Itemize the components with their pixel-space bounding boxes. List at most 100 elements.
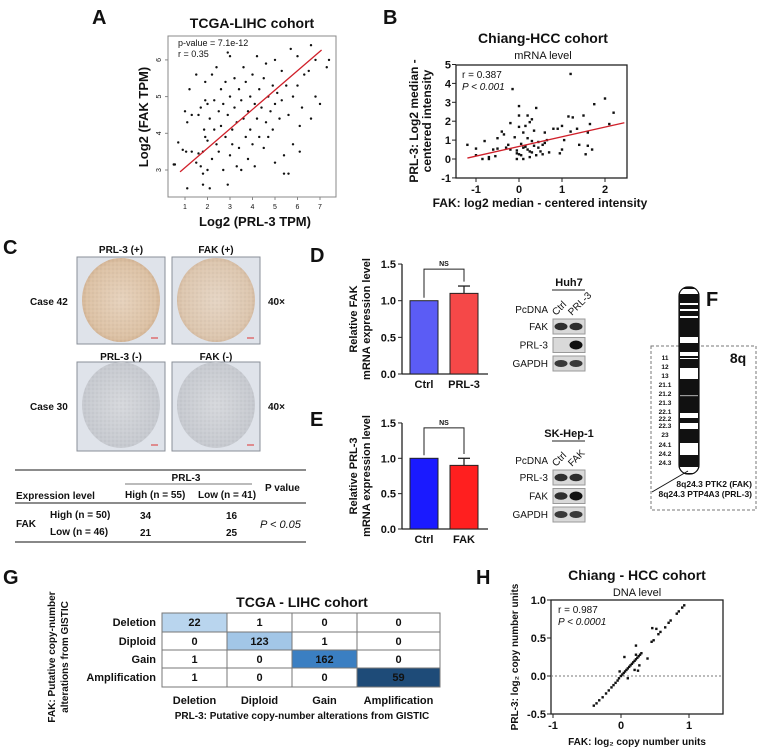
data-point [296,84,299,87]
data-point [242,66,245,69]
correlation-table: PRL-3 P value Expression level High (n =… [15,469,306,543]
data-point [532,144,536,147]
x-tick-label: 2 [602,184,608,196]
cell-value: 0 [395,636,401,648]
y-tick-label: 0 [445,154,451,166]
data-point [667,621,670,624]
band-label: 21.2 [659,391,672,398]
x-tick-label: FAK [453,534,475,546]
chart-title: TCGA-LIHC cohort [190,15,315,31]
y-tick-label: 1.0 [381,453,396,465]
data-point [224,135,227,139]
cell-value: 1 [191,672,197,684]
y-tick-label: 0.0 [531,671,546,683]
data-point [197,113,200,117]
data-point [575,127,579,130]
data-point [659,630,662,634]
data-point [526,137,529,140]
x-axis-label: PRL-3: Putative copy-number alterations … [175,711,429,722]
data-point [285,84,288,87]
data-point [652,639,655,642]
data-point [669,619,672,622]
data-point [623,655,626,659]
data-point [226,51,229,54]
data-point [541,153,544,156]
data-point [208,117,211,120]
chart-title: Chiang-HCC cohort [478,30,608,46]
data-point [634,644,638,647]
data-point [655,627,658,631]
data-point [509,121,512,125]
data-point [569,130,572,133]
row-label: Amplification [86,672,156,684]
data-point [264,62,268,65]
data-point [532,129,536,132]
blot-row-label: GAPDH [512,359,548,370]
y-axis-label-line2: alterations from GISTIC [60,601,71,713]
data-point [582,114,585,117]
chromosome-band [680,352,698,356]
data-point [255,117,259,120]
blot-band [569,511,583,518]
data-point [237,146,241,150]
row-label: Diploid [119,636,156,648]
data-point [197,152,200,155]
magnification-label: 40× [268,402,285,413]
cell-value: 1 [191,654,197,666]
band-label: 11 [662,355,669,362]
data-point [184,150,188,153]
data-point [307,69,310,73]
chart-subtitle: DNA level [613,587,661,599]
data-point [515,152,519,155]
data-point [273,58,277,62]
data-point [244,135,247,139]
data-point [601,696,604,699]
data-point [621,673,624,676]
x-tick-label: 0 [516,184,522,196]
data-point [280,69,283,73]
vector-label: PcDNA [515,456,548,467]
data-point [496,147,499,150]
table-cell: 34 [140,511,152,522]
data-point [291,143,295,146]
data-point [627,665,631,669]
data-point [314,58,317,62]
data-point [204,80,207,84]
y-axis-label-line2: centered intensity [420,69,434,172]
data-point [190,150,193,153]
data-point [535,154,538,157]
data-point [633,668,636,672]
data-point [231,143,234,146]
data-point [626,677,629,680]
data-point [593,102,596,106]
panel-b-scatter: Chiang-HCC cohort mRNA level r = 0.387 P… [407,30,648,210]
data-point [552,127,555,130]
y-tick-label: -0.5 [527,709,546,721]
y-axis-label-line1: PRL-3: Log2 median - [407,59,421,182]
data-point [487,155,491,159]
blot-band [569,322,583,331]
chart-subtitle: mRNA level [514,50,571,62]
data-point [253,102,256,106]
cell-value: 0 [321,672,327,684]
data-point [616,679,619,682]
cell-value: 1 [256,617,262,629]
magnification-label: 40× [268,297,285,308]
tile-label: PRL-3 (+) [99,245,143,256]
data-point [233,106,236,109]
data-point [183,110,187,113]
data-point [201,172,205,175]
chromosome-band [680,368,698,379]
x-axis-label: Log2 (PRL-3 TPM) [199,214,311,229]
bar-ctrl [409,457,439,530]
data-point [199,165,202,168]
blot-band [554,492,568,500]
y-axis-label-line1: FAK: Putative copy-number [47,591,58,722]
data-point [474,147,478,150]
fit-line [467,122,625,159]
data-point [517,153,521,156]
data-point [296,55,299,58]
data-point [640,652,643,655]
data-point [233,77,236,80]
